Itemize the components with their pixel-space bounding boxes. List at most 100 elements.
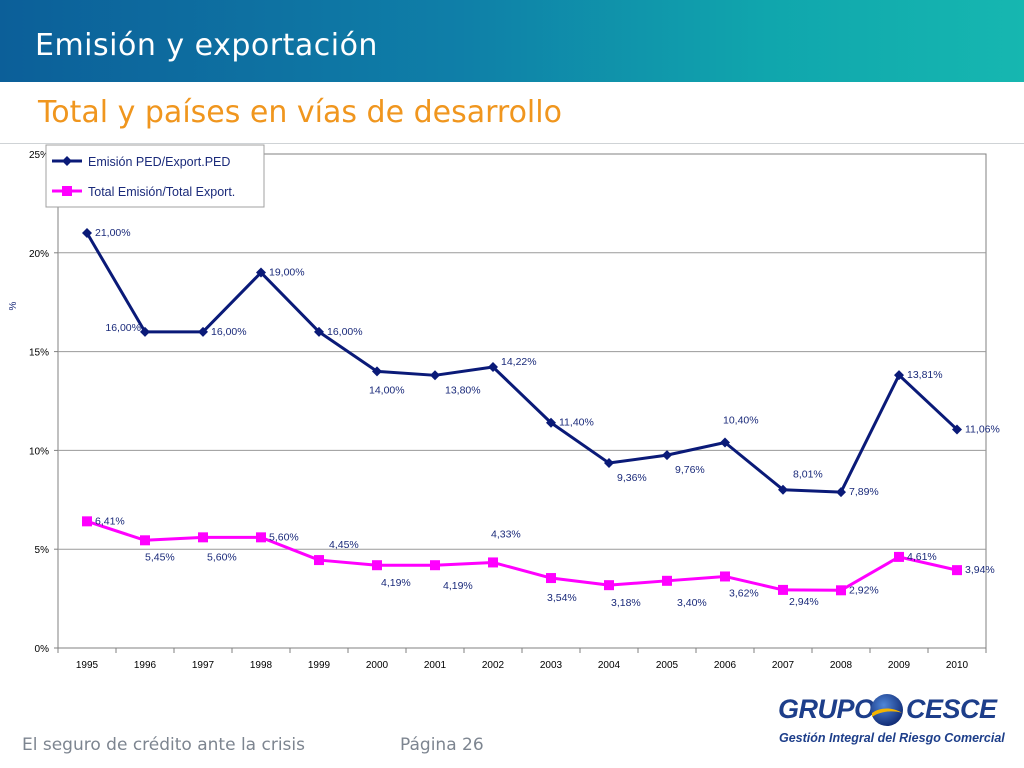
- logo-word-left: GRUPO: [778, 694, 875, 724]
- line-chart: 0% 5% 10% 15% 20% 25% 1995 1996 1997 1998 1999 2000…: [8, 144, 1000, 671]
- data-label: 4,61%: [907, 551, 937, 563]
- data-point-square: [256, 532, 266, 543]
- divider: [0, 143, 1024, 144]
- x-tick-label: 2005: [656, 660, 679, 671]
- data-label: 5,45%: [145, 551, 175, 563]
- y-tick-label: 20%: [29, 249, 49, 260]
- data-label: 3,54%: [547, 592, 577, 604]
- data-point-square: [952, 565, 962, 576]
- page-title: Emisión y exportación: [35, 28, 378, 63]
- series-line-2: [86, 519, 958, 592]
- data-label: 10,40%: [723, 414, 759, 426]
- x-tick-label: 2002: [482, 660, 505, 671]
- data-point-square: [604, 580, 614, 591]
- x-tick-label: 2009: [888, 660, 911, 671]
- x-tick-label: 1997: [192, 660, 215, 671]
- data-point-diamond: [662, 450, 672, 461]
- data-point-square: [82, 516, 92, 527]
- data-point-square: [662, 575, 672, 586]
- x-tick-label: 1998: [250, 660, 273, 671]
- data-point-square: [198, 532, 208, 543]
- legend-label: Emisión PED/Export.PED: [88, 155, 230, 169]
- x-tick-label: 2007: [772, 660, 795, 671]
- y-tick-label: 25%: [29, 150, 49, 161]
- y-tick-label: 10%: [29, 446, 49, 457]
- data-point-square: [372, 560, 382, 571]
- x-tick-label: 1995: [76, 660, 99, 671]
- data-label: 5,60%: [269, 531, 299, 543]
- data-label: 3,94%: [965, 564, 995, 576]
- data-label: 9,36%: [617, 472, 647, 484]
- plot-area: [57, 153, 987, 649]
- data-label: 2,94%: [789, 596, 819, 608]
- data-label: 4,33%: [491, 528, 521, 540]
- data-label: 8,01%: [793, 469, 823, 481]
- series-line-1: [85, 232, 959, 494]
- data-label: 3,40%: [677, 597, 707, 609]
- globe-icon: [871, 694, 903, 726]
- data-point-square: [720, 571, 730, 582]
- data-label: 9,76%: [675, 464, 705, 476]
- logo-tagline: Gestión Integral del Riesgo Comercial: [779, 731, 1005, 745]
- x-tick-label: 1999: [308, 660, 331, 671]
- y-axis-title: %: [8, 301, 19, 310]
- data-point-diamond: [314, 326, 324, 337]
- y-tick-label: 5%: [35, 545, 50, 556]
- x-tick-label: 1996: [134, 660, 157, 671]
- data-point-diamond: [82, 228, 92, 239]
- x-tick-label: 2008: [830, 660, 853, 671]
- data-point-diamond: [372, 366, 382, 377]
- data-point-square: [836, 585, 846, 596]
- data-point-diamond: [546, 417, 556, 428]
- grupo-cesce-logo: GRUPO CESCE Gestión Integral del Riesgo …: [776, 694, 1005, 750]
- data-point-diamond: [256, 267, 266, 278]
- data-point-diamond: [836, 487, 846, 498]
- data-point-square: [430, 560, 440, 571]
- data-point-square: [894, 551, 904, 562]
- data-point-diamond: [488, 362, 498, 373]
- x-tick-label: 2004: [598, 660, 621, 671]
- x-tick-label: 2000: [366, 660, 389, 671]
- data-label: 16,00%: [105, 322, 141, 334]
- x-tick-label: 2003: [540, 660, 563, 671]
- legend-box: [45, 144, 265, 208]
- data-label: 7,89%: [849, 486, 879, 498]
- x-tick-label: 2006: [714, 660, 737, 671]
- data-point-square: [314, 555, 324, 566]
- data-label: 6,41%: [95, 515, 125, 527]
- data-label: 13,81%: [907, 369, 943, 381]
- x-tick-label: 2001: [424, 660, 447, 671]
- data-label: 4,45%: [329, 539, 359, 551]
- data-label: 14,22%: [501, 356, 537, 368]
- data-point-diamond: [894, 370, 904, 381]
- data-label: 4,19%: [381, 577, 411, 589]
- data-label: 5,60%: [207, 551, 237, 563]
- data-label: 14,00%: [369, 384, 405, 396]
- data-label: 16,00%: [211, 326, 247, 338]
- data-point-diamond: [198, 326, 208, 337]
- data-point-square: [546, 573, 556, 584]
- data-label: 16,00%: [327, 326, 363, 338]
- data-point-diamond: [430, 370, 440, 381]
- chart-subtitle: Total y países en vías de desarrollo: [38, 95, 562, 130]
- y-tick-label: 15%: [29, 348, 49, 359]
- page-number: Página 26: [400, 735, 484, 755]
- data-label: 4,19%: [443, 580, 473, 592]
- logo-word-right: CESCE: [906, 694, 997, 724]
- y-tick-label: 0%: [35, 644, 50, 655]
- data-point-square: [778, 584, 788, 595]
- x-tick-label: 2010: [946, 660, 969, 671]
- data-label: 11,06%: [965, 423, 1000, 435]
- legend-marker: [62, 186, 72, 196]
- data-point-diamond: [952, 424, 962, 435]
- data-point-diamond: [604, 458, 614, 469]
- data-point-square: [140, 535, 150, 546]
- footer-text: El seguro de crédito ante la crisis: [22, 735, 305, 755]
- data-point-diamond: [778, 484, 788, 495]
- data-label: 19,00%: [269, 267, 305, 279]
- data-label: 3,62%: [729, 587, 759, 599]
- legend-marker: [62, 156, 72, 166]
- header-bar: Emisión y exportación: [0, 0, 1024, 82]
- data-label: 2,92%: [849, 584, 879, 596]
- data-label: 13,80%: [445, 384, 481, 396]
